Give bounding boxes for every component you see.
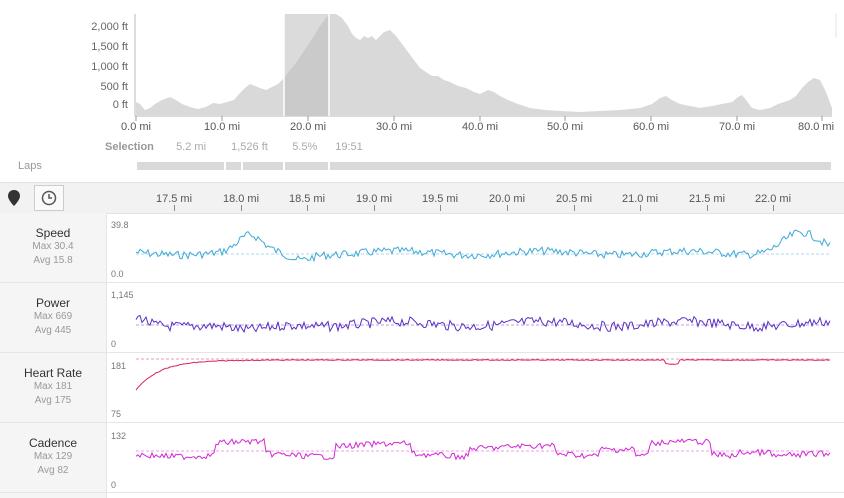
elevation-x-label: 40.0 mi: [461, 121, 499, 133]
cadence-avg: Avg 82: [37, 465, 69, 476]
elevation-profile-area: [136, 14, 832, 116]
lap-segment[interactable]: [330, 162, 831, 170]
lap-segment[interactable]: [285, 162, 328, 170]
cadence-y-bottom: 0: [111, 480, 117, 490]
elevation-x-label: 0.0 mi: [121, 121, 151, 133]
mile-axis-label: 21.0 mi: [621, 193, 659, 205]
mile-axis-label: 21.5 mi: [688, 193, 726, 205]
speed-chart-row[interactable]: [106, 213, 844, 283]
mile-axis-label: 18.5 mi: [288, 193, 326, 205]
speed-max: Max 30.4: [32, 241, 74, 252]
power-stats[interactable]: Power Max 669 Avg 445: [0, 283, 107, 353]
elevation-x-label: 30.0 mi: [375, 121, 413, 133]
mile-axis-tick: [307, 205, 308, 211]
elevation-x-label: 60.0 mi: [632, 121, 670, 133]
elevation-x-label: 80.0 mi: [797, 121, 835, 133]
mile-axis-tick: [507, 205, 508, 211]
mile-axis-tick: [640, 205, 641, 211]
mile-axis-tick: [174, 205, 175, 211]
elevation-y-label: 500 ft: [100, 81, 128, 93]
clock-icon: [41, 190, 57, 206]
lap-segment[interactable]: [243, 162, 283, 170]
mile-axis-tick: [773, 205, 774, 211]
selection-summary: Selection 5.2 mi 1,526 ft 5.5% 19:51: [105, 141, 363, 153]
power-chart-row[interactable]: [106, 283, 844, 353]
elevation-x-label: 50.0 mi: [546, 121, 584, 133]
heart-rate-avg: Avg 175: [34, 395, 72, 406]
selection-label: Selection: [105, 141, 154, 153]
mile-axis-tick: [707, 205, 708, 211]
heart-rate-max: Max 181: [33, 381, 73, 392]
selection-time: 19:51: [335, 141, 363, 153]
elevation-x-label: 70.0 mi: [718, 121, 756, 133]
elevation-y-label: 1,000 ft: [91, 61, 128, 73]
elevation-x-label: 10.0 mi: [203, 121, 241, 133]
mile-axis-tick: [440, 205, 441, 211]
power-title: Power: [35, 296, 70, 310]
elevation-y-label: 1,500 ft: [91, 41, 128, 53]
stats-panel-filler: [0, 493, 107, 498]
heart-rate-stats[interactable]: Heart Rate Max 181 Avg 175: [0, 353, 107, 423]
lap-segment[interactable]: [226, 162, 241, 170]
power-y-top: 1,145: [111, 290, 134, 300]
heart-rate-chart-row[interactable]: [106, 353, 844, 423]
cadence-y-top: 132: [111, 431, 127, 441]
cadence-title: Cadence: [28, 436, 78, 450]
clock-button[interactable]: [34, 185, 64, 211]
speed-avg: Avg 15.8: [33, 255, 73, 266]
elevation-y-label: 2,000 ft: [91, 21, 128, 33]
map-pin-button[interactable]: [0, 185, 28, 211]
selection-grade: 5.5%: [292, 141, 318, 153]
mile-axis-label: 20.0 mi: [488, 193, 526, 205]
selection-elevation-gain: 1,526 ft: [231, 141, 268, 153]
map-pin-icon: [8, 190, 20, 206]
cadence-chart-row[interactable]: [106, 423, 844, 493]
heart-rate-y-bottom: 75: [111, 409, 122, 419]
speed-stats[interactable]: Speed Max 30.4 Avg 15.8: [0, 213, 107, 283]
speed-y-bottom: 0.0: [111, 269, 124, 279]
speed-title: Speed: [35, 226, 71, 240]
mile-axis-tick: [374, 205, 375, 211]
mile-axis-tick: [241, 205, 242, 211]
mile-axis-label: 18.0 mi: [222, 193, 260, 205]
cadence-stats[interactable]: Cadence Max 129 Avg 82: [0, 423, 107, 493]
elevation-selection-band: [284, 14, 329, 116]
mile-axis-label: 22.0 mi: [754, 193, 792, 205]
heart-rate-y-top: 181: [111, 361, 127, 371]
speed-y-top: 39.8: [111, 220, 129, 230]
mile-axis-label: 19.0 mi: [355, 193, 393, 205]
elevation-chart[interactable]: [0, 0, 844, 140]
mile-axis-label: 19.5 mi: [421, 193, 459, 205]
power-max: Max 669: [33, 311, 73, 322]
lap-segment[interactable]: [137, 162, 224, 170]
mile-axis-label: 20.5 mi: [555, 193, 593, 205]
laps-label: Laps: [18, 160, 42, 172]
power-y-bottom: 0: [111, 339, 117, 349]
mile-axis-tick: [574, 205, 575, 211]
stream-toolbar: [0, 182, 844, 214]
power-avg: Avg 445: [34, 325, 72, 336]
mile-axis-label: 17.5 mi: [155, 193, 193, 205]
selection-distance: 5.2 mi: [176, 141, 207, 153]
cadence-max: Max 129: [33, 451, 73, 462]
heart-rate-title: Heart Rate: [23, 366, 83, 380]
elevation-y-label: 0 ft: [112, 99, 128, 111]
elevation-y-axis: 2,000 ft 1,500 ft 1,000 ft 500 ft 0 ft: [60, 20, 128, 120]
elevation-x-label: 20.0 mi: [289, 121, 327, 133]
